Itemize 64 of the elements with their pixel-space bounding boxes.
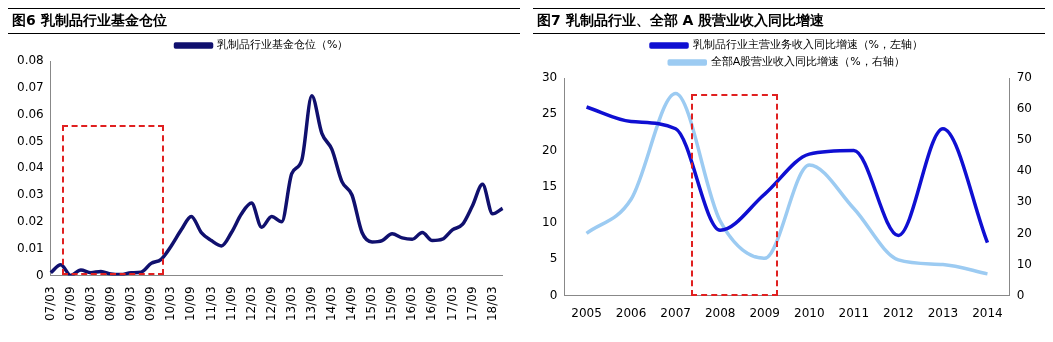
x-tick-label: 10/09: [183, 286, 198, 322]
y-tick-label: 15: [541, 178, 558, 193]
x-tick-label: 17/09: [464, 286, 479, 322]
y-tick-label: 0.06: [17, 106, 44, 121]
legend-label: 乳制品行业基金仓位（%）: [217, 38, 349, 52]
y2-tick-label: 50: [1016, 132, 1033, 147]
y2-tick-label: 0: [1016, 287, 1025, 302]
y-tick-label: 5: [549, 251, 558, 266]
y2-tick-label: 60: [1016, 101, 1033, 116]
x-tick-label: 2008: [704, 305, 736, 320]
x-tick-label: 18/03: [484, 286, 499, 322]
x-tick-label: 13/09: [303, 286, 318, 322]
x-tick-label: 2010: [794, 305, 825, 320]
y-tick-label: 10: [541, 215, 558, 230]
x-tick-label: 14/09: [344, 286, 359, 322]
x-tick-label: 09/03: [123, 286, 138, 322]
y-tick-label: 0.08: [17, 53, 44, 68]
x-tick-label: 2013: [927, 305, 959, 320]
chart-title: 图7 乳制品行业、全部 A 股营业收入同比增速: [533, 8, 1045, 34]
x-tick-label: 2007: [660, 305, 691, 320]
y-tick-label: 0: [549, 287, 558, 302]
y-tick-label: 0: [36, 267, 44, 282]
y2-tick-label: 70: [1016, 70, 1033, 85]
y2-tick-label: 10: [1016, 256, 1033, 271]
x-tick-label: 11/03: [203, 286, 218, 322]
y-tick-label: 0.04: [17, 160, 44, 175]
y-tick-label: 0.02: [17, 213, 44, 228]
x-tick-label: 2011: [838, 305, 870, 320]
y-tick-label: 0.07: [17, 79, 44, 94]
x-tick-label: 13/03: [283, 286, 298, 322]
x-tick-label: 15/09: [384, 286, 399, 322]
x-tick-label: 2012: [883, 305, 914, 320]
x-tick-label: 07/09: [62, 286, 77, 322]
line-series: [584, 105, 990, 245]
y-tick-label: 0.05: [17, 133, 44, 148]
y-tick-label: 30: [541, 70, 558, 85]
x-tick-label: 11/09: [223, 286, 238, 322]
x-tick-label: 2005: [571, 305, 602, 320]
x-tick-label: 12/09: [263, 286, 278, 322]
y2-tick-label: 20: [1016, 225, 1033, 240]
x-tick-label: 14/03: [324, 286, 339, 322]
x-tick-label: 2006: [615, 305, 647, 320]
legend-label: 全部A股营业收入同比增速（%，右轴）: [710, 55, 905, 69]
line-series: [584, 91, 990, 276]
chart-title: 图6 乳制品行业基金仓位: [8, 8, 520, 34]
y2-tick-label: 30: [1016, 194, 1033, 209]
x-tick-label: 17/03: [444, 286, 459, 322]
x-tick-label: 07/03: [42, 286, 57, 322]
x-tick-label: 08/03: [83, 286, 98, 322]
y-tick-label: 0.03: [17, 187, 44, 202]
y2-tick-label: 40: [1016, 163, 1033, 178]
x-tick-label: 08/09: [103, 286, 118, 322]
x-tick-label: 09/09: [143, 286, 158, 322]
x-tick-label: 2009: [749, 305, 780, 320]
y-tick-label: 25: [541, 106, 558, 121]
y-tick-label: 20: [541, 142, 558, 157]
x-tick-label: 16/09: [424, 286, 439, 322]
y-tick-label: 0.01: [17, 240, 44, 255]
legend-label: 乳制品行业主营业务收入同比增速（%，左轴）: [692, 38, 923, 52]
x-tick-label: 10/03: [163, 286, 178, 322]
x-tick-label: 16/03: [404, 286, 419, 322]
x-tick-label: 15/03: [364, 286, 379, 322]
x-tick-label: 12/03: [243, 286, 258, 322]
x-tick-label: 2014: [972, 305, 1003, 320]
